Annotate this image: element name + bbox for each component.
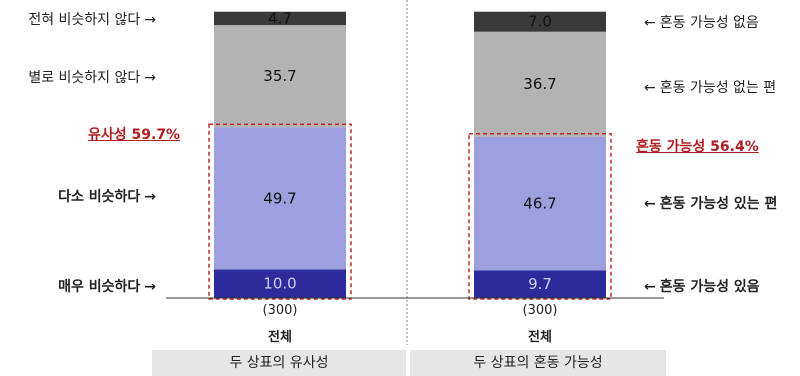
data-label: 9.7: [528, 275, 552, 293]
data-label: 46.7: [523, 194, 556, 212]
data-label: 10.0: [263, 275, 296, 293]
data-label: 36.7: [523, 75, 556, 93]
highlight-box: [208, 123, 352, 300]
right-label-4: ← 혼동 가능성 없음: [644, 15, 759, 31]
bar-segment: [474, 31, 606, 137]
left-label-4: 전혀 비슷하지 않다 →: [28, 12, 156, 28]
left-label-3: 별로 비슷하지 않다 →: [28, 70, 156, 86]
bar-segment: [474, 136, 606, 271]
bar-segment: [214, 11, 346, 26]
right-label-2: ← 혼동 가능성 있는 편: [644, 196, 778, 212]
bar-segment: [214, 269, 346, 298]
sample-size-right: (300): [522, 303, 558, 318]
data-label: 35.7: [263, 67, 296, 85]
data-label: 49.7: [263, 189, 296, 207]
left-label-1: 매우 비슷하다 →: [58, 279, 156, 295]
bar-segment: [214, 25, 346, 128]
similarity-highlight: 유사성 59.7%: [88, 127, 181, 143]
data-label: 4.7: [268, 9, 292, 27]
footer-similarity: 두 상표의 유사성: [152, 350, 406, 376]
footer-confusion: 두 상표의 혼동 가능성: [410, 350, 666, 376]
data-label: 7.0: [528, 13, 552, 31]
bar-segment: [474, 11, 606, 32]
highlight-box: [468, 132, 612, 300]
group-label-left: 전체: [268, 330, 292, 345]
bar-segment: [474, 270, 606, 298]
group-label-right: 전체: [528, 330, 552, 345]
sample-size-left: (300): [262, 303, 298, 318]
left-label-2: 다소 비슷하다 →: [58, 189, 156, 205]
right-label-3: ← 혼동 가능성 없는 편: [644, 80, 777, 96]
confusion-highlight: 혼동 가능성 56.4%: [636, 139, 759, 155]
bar-segment: [214, 127, 346, 270]
right-label-1: ← 혼동 가능성 있음: [644, 279, 760, 295]
